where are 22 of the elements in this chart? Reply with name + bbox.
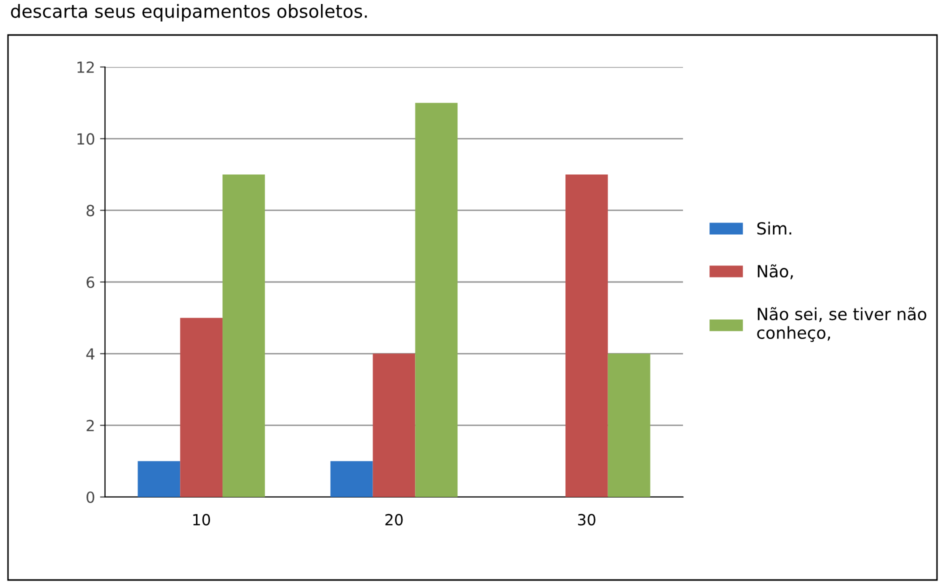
legend-label: Não,	[758, 264, 793, 280]
y-tick-label: 12	[78, 61, 94, 73]
bar	[138, 461, 180, 497]
legend-label: Sim.	[757, 222, 792, 235]
bar	[222, 174, 265, 497]
y-tick-label: 4	[86, 348, 94, 360]
y-tick-label: 8	[86, 204, 94, 216]
bar	[330, 461, 373, 497]
x-tick-label: 30	[578, 514, 596, 526]
y-tick-label: 2	[86, 420, 94, 432]
legend-label: Não sei, se tiver não conheço,	[757, 307, 926, 342]
chart-title: descarta seus equipamentos obsoletos.	[10, 4, 367, 22]
bar	[372, 354, 416, 497]
bar	[180, 318, 223, 497]
y-tick-label: 10	[78, 133, 94, 145]
bar	[415, 102, 458, 497]
bar	[565, 174, 608, 497]
x-tick-label: 10	[193, 514, 210, 526]
y-tick-label: 0	[86, 491, 94, 504]
bar	[608, 354, 650, 497]
x-tick-label: 20	[385, 514, 403, 526]
y-tick-label: 6	[86, 276, 94, 288]
